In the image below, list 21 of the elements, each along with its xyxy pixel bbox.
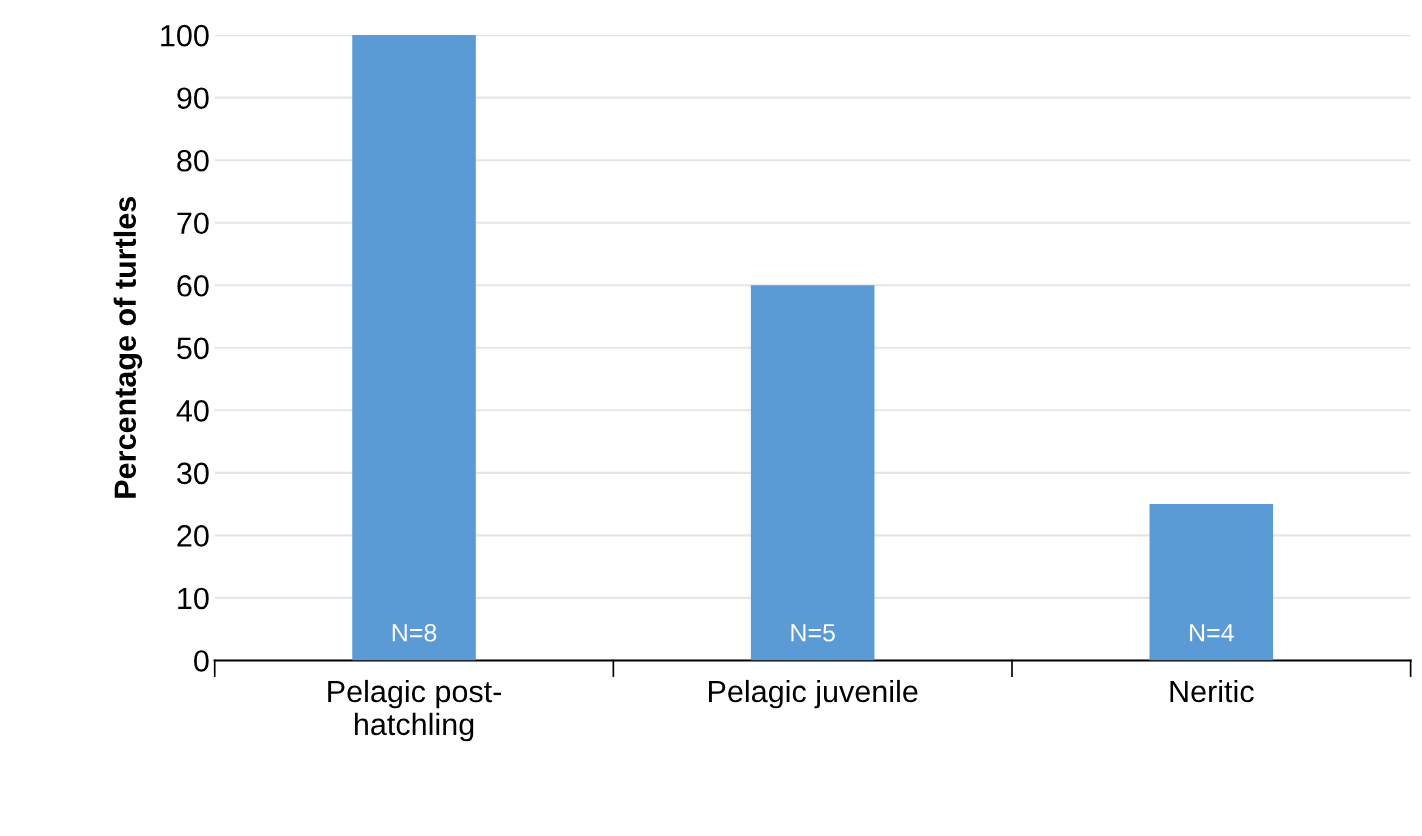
y-tick-label: 80: [177, 149, 209, 172]
y-tick-label: 100: [161, 24, 209, 47]
y-tick-label: 90: [177, 87, 209, 110]
y-tick-label: 70: [177, 212, 209, 235]
annotation: N=4: [1190, 624, 1234, 642]
x-tick-label: Neritic: [1170, 679, 1254, 703]
bar: [352, 35, 476, 661]
y-tick-label: 20: [177, 525, 209, 547]
annotation: N=5: [791, 624, 835, 642]
y-tick-label: 60: [177, 274, 209, 297]
bar: [1149, 504, 1274, 661]
y-tick-label: 50: [177, 337, 209, 360]
y-axis-title: Percentage of turtles: [113, 197, 143, 498]
x-tick-label: Pelagic juvenile: [709, 679, 918, 709]
y-tick-label: 30: [177, 462, 209, 485]
annotation: N=8: [392, 623, 437, 642]
y-tick-label: 40: [176, 400, 209, 422]
bar: [750, 285, 875, 661]
y-tick-label: 0: [194, 650, 209, 672]
x-tick-label: Pelagic post- hatchling: [328, 679, 501, 742]
y-tick-label: 10: [178, 587, 209, 610]
